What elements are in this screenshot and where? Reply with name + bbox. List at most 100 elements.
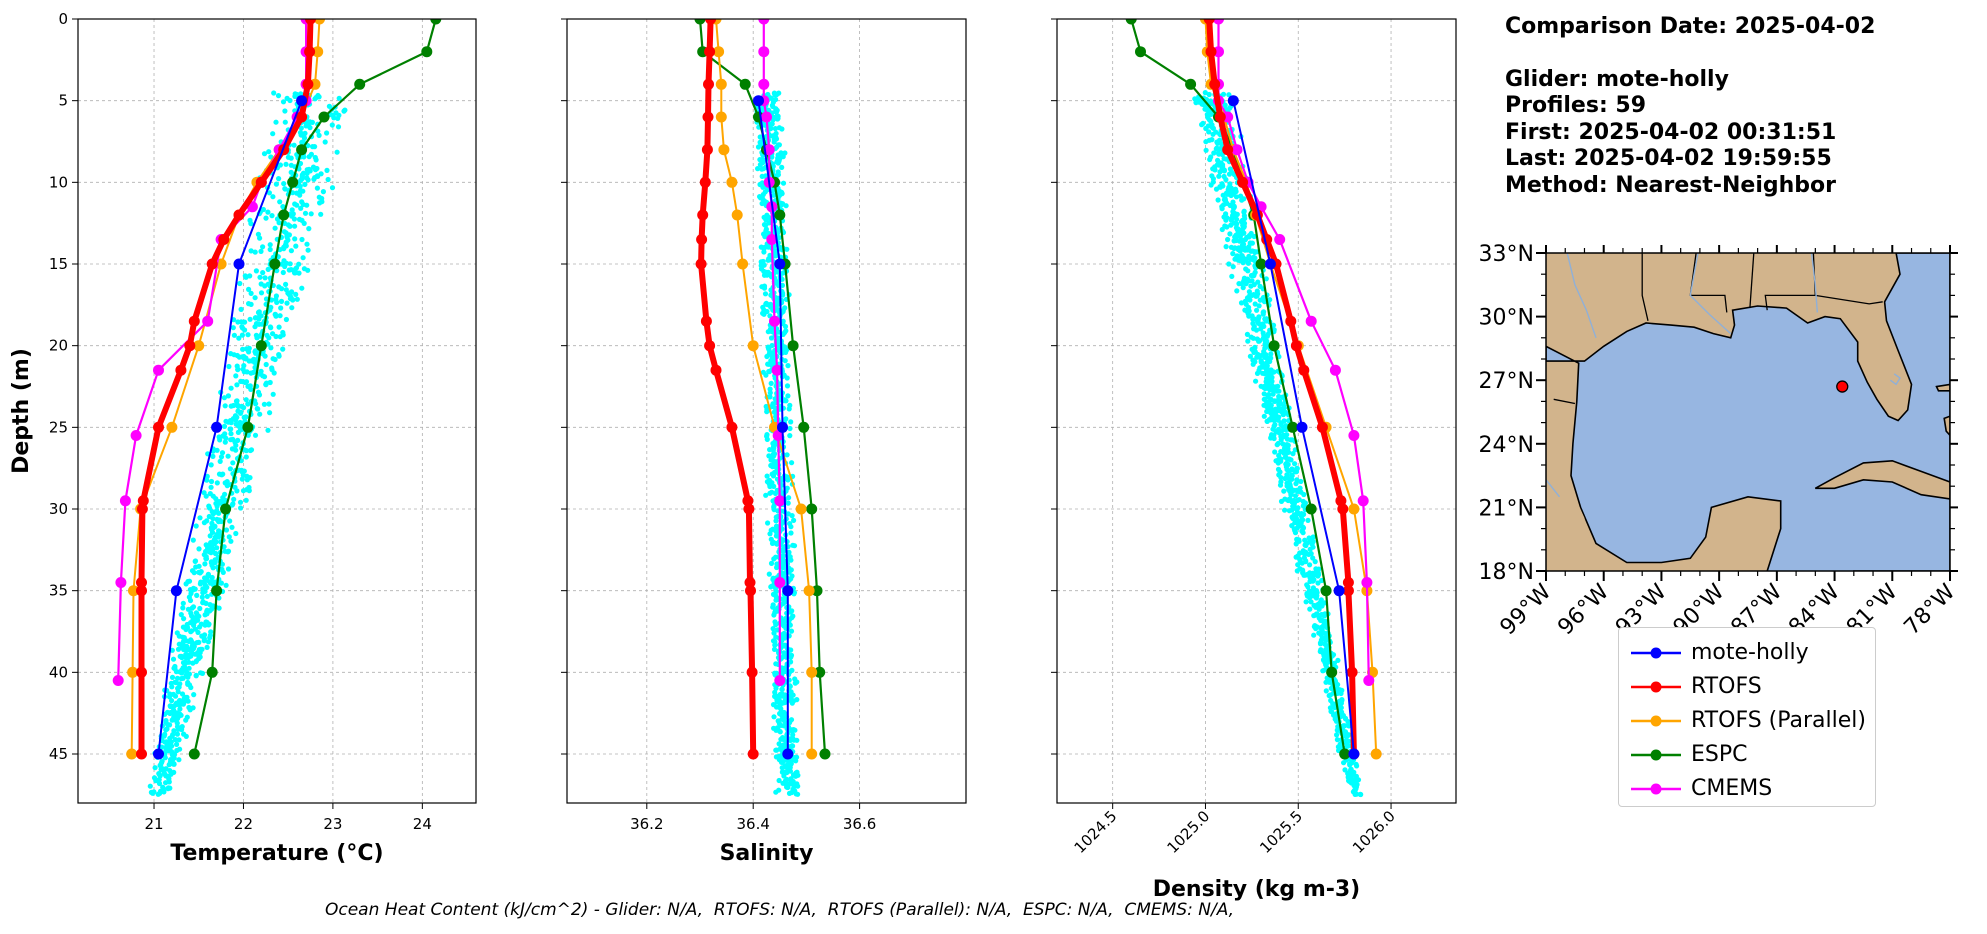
series-marker [1370, 748, 1382, 760]
glider-point [270, 331, 276, 337]
glider-point [268, 345, 274, 351]
glider-point [1192, 96, 1198, 102]
glider-point [1270, 322, 1277, 328]
glider-point [257, 274, 263, 280]
series-marker [1320, 585, 1332, 597]
glider-point [1278, 437, 1284, 443]
border-us-mx [1553, 398, 1576, 405]
glider-point [1345, 738, 1351, 745]
glider-point [186, 704, 192, 711]
glider-point [1252, 269, 1258, 275]
glider-point [191, 622, 197, 629]
glider-point [202, 622, 208, 628]
glider-point [777, 188, 783, 194]
series-marker [787, 340, 799, 352]
series-marker [1296, 421, 1308, 433]
glider-point [1221, 168, 1227, 174]
glider-point [787, 402, 793, 408]
glider-point [1245, 260, 1251, 266]
glider-point [329, 185, 336, 191]
glider-point [1324, 655, 1330, 661]
glider-point [241, 468, 247, 474]
glider-point [179, 691, 186, 697]
glider-point [1250, 316, 1256, 322]
series-marker [1237, 176, 1249, 188]
glider-point [788, 628, 795, 634]
glider-point [171, 728, 177, 734]
series-marker [1316, 421, 1328, 433]
glider-point [281, 181, 287, 187]
glider-point [252, 324, 258, 330]
glider-point [1298, 478, 1304, 485]
glider-point [219, 450, 226, 456]
glider-point [1284, 442, 1290, 448]
glider-point [282, 119, 288, 125]
glider-point [1254, 307, 1260, 313]
glider-point [274, 299, 280, 305]
glider-point [181, 616, 187, 622]
glider-point [272, 225, 278, 231]
glider-point [1313, 611, 1320, 617]
glider-point [205, 639, 211, 645]
series-line-rtofs [138, 19, 314, 754]
glider-point [770, 638, 777, 644]
glider-point [247, 475, 253, 481]
glider-point [788, 717, 795, 723]
glider-point [788, 757, 794, 764]
series-marker [1185, 78, 1197, 90]
glider-point [294, 296, 300, 302]
series-marker [769, 315, 780, 327]
glider-point [1289, 437, 1295, 443]
glider-point [181, 643, 187, 649]
axes-frame [1056, 18, 1457, 804]
glider-point [197, 515, 203, 521]
glider-point [182, 667, 188, 674]
series-marker [1361, 577, 1373, 588]
glider-point [789, 700, 795, 706]
glider-point [786, 790, 793, 797]
glider-point [162, 755, 168, 761]
glider-point [1211, 150, 1217, 156]
glider-point [787, 609, 793, 615]
glider-point [267, 246, 273, 253]
glider-point [203, 493, 209, 499]
glider-point [1290, 487, 1296, 493]
glider-point [322, 139, 328, 145]
glider-point [271, 370, 277, 376]
glider-point [225, 393, 231, 399]
glider-point [1208, 111, 1214, 117]
land-bahamas [1935, 383, 1950, 392]
glider-point [210, 516, 216, 522]
glider-point [292, 236, 298, 242]
glider-point [1321, 667, 1327, 673]
glider-point [316, 194, 322, 200]
glider-point [204, 611, 210, 617]
series-marker [1214, 111, 1226, 123]
series-marker [701, 144, 713, 156]
glider-point [188, 590, 194, 597]
glider-point [776, 787, 782, 793]
glider-point [1228, 222, 1234, 228]
glider-point [283, 161, 289, 167]
glider-point [1243, 266, 1249, 272]
glider-point [177, 706, 183, 712]
glider-point [325, 176, 331, 183]
x-tick-label: 1025.0 [1163, 807, 1213, 857]
axes-frame [566, 18, 967, 804]
glider-point [166, 762, 172, 768]
glider-point [214, 480, 220, 486]
glider-point [760, 310, 766, 316]
glider-point [1251, 349, 1257, 355]
glider-point [302, 181, 308, 187]
glider-point [1274, 388, 1280, 394]
glider-point [1318, 647, 1324, 653]
glider-point [773, 704, 780, 710]
glider-point [282, 186, 288, 192]
glider-point [177, 746, 183, 752]
glider-point [1315, 580, 1321, 586]
glider-point [767, 531, 773, 537]
series-marker [731, 209, 743, 221]
glider-point [771, 646, 778, 653]
glider-point [190, 604, 197, 610]
glider-point [782, 769, 788, 776]
